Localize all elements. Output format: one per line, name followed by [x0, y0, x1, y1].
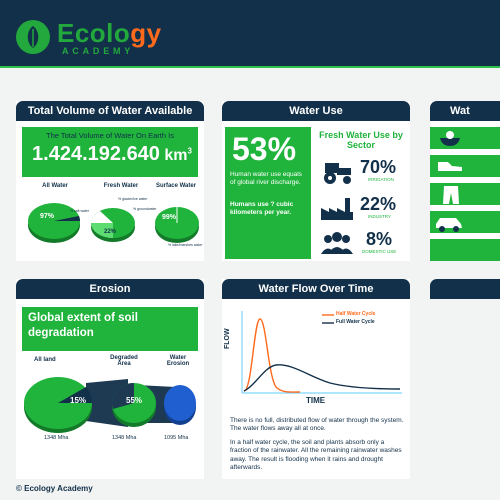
shoe-icon — [436, 159, 464, 178]
flow-xlabel: TIME — [306, 396, 326, 405]
legend-full-label: Full Water Cycle — [336, 319, 375, 325]
pie-note-fresh-water: % glacier/ice water — [118, 197, 148, 201]
water-flow-header: Water Flow Over Time — [222, 279, 410, 299]
legend-half-label: Half Water Cycle — [336, 311, 376, 317]
volume-number: 1.424.192.640 — [32, 143, 160, 165]
erosion-card: Erosion Global extent of soil degradatio… — [16, 279, 204, 479]
sector-irrigation-value: 70% — [360, 157, 397, 177]
erosion-header: Erosion — [16, 279, 204, 299]
total-volume-value: 1.424.192.640 km3 — [26, 143, 198, 166]
right-row-2 — [430, 155, 500, 177]
right-bottom-card-header — [430, 279, 500, 299]
water-use-stat-panel — [225, 127, 311, 259]
brand-title-accent: gy — [130, 18, 162, 48]
water-use-desc: Human water use equals of global river d… — [230, 171, 302, 187]
water-use-card: Water Use 53% Human water use equals of … — [222, 101, 410, 261]
total-volume-banner — [22, 127, 198, 177]
erosion-value-degraded: 1348 Mha — [112, 435, 137, 441]
erosion-value-all-land: 1348 Mha — [44, 435, 69, 441]
pie-all-water — [28, 203, 81, 243]
pie-note-groundwater: % groundwater — [133, 207, 157, 211]
right-partial-card-bottom — [430, 279, 500, 479]
erosion-pie-degraded — [111, 383, 156, 427]
pie-note-all-water: % salt water — [70, 209, 90, 213]
sector-domestic-value: 8% — [366, 229, 393, 249]
erosion-percent-2: 55% — [126, 396, 143, 405]
volume-unit: km — [164, 147, 188, 164]
pie-fresh-water — [91, 208, 135, 242]
people-icon — [319, 230, 355, 261]
volume-unit-sup: 3 — [187, 146, 192, 156]
erosion-label-all-land: All land — [34, 357, 56, 363]
erosion-banner-block — [22, 307, 198, 351]
brand-title-main: Ecolo — [57, 18, 131, 48]
factory-icon — [319, 196, 355, 227]
pie-percent-surface-water: 99% — [162, 214, 177, 221]
water-use-question: Humans use ? cubic kilometers per year. — [230, 201, 294, 217]
pie-note-surface-water: % lake/marshes water — [168, 243, 203, 247]
pie-percent-fresh-water: 22% — [104, 229, 117, 235]
erosion-pie-water — [164, 385, 196, 425]
water-use-header: Water Use — [222, 101, 410, 121]
water-use-big-percent: 53% — [232, 131, 297, 167]
pie-surface-water — [155, 207, 199, 243]
flow-chart — [241, 311, 402, 394]
pie-percent-all-water: 97% — [40, 213, 55, 220]
erosion-pies — [24, 377, 196, 433]
sector-domestic-label: DOMESTIC USE — [362, 249, 397, 254]
sector-irrigation-label: IRRIGATION — [368, 177, 394, 182]
pie-label-fresh-water: Fresh Water — [103, 183, 139, 189]
total-volume-subtitle: The Total Volume of Water On Earth Is — [46, 131, 174, 140]
site-header: Ecology ACADEMY — [0, 0, 500, 68]
sector-industry-value: 22% — [360, 194, 397, 214]
footer-credit: © Ecology Academy — [16, 484, 93, 493]
erosion-pie-all-land — [24, 377, 93, 433]
erosion-value-water: 1095 Mha — [164, 435, 189, 441]
erosion-banner-text: Global extent of soil degradation — [28, 312, 138, 339]
pie-label-all-water: All Water — [42, 183, 68, 189]
right-row-5 — [430, 239, 500, 261]
leaf-logo-icon — [16, 20, 50, 54]
pie-label-surface-water: Surface Water — [155, 183, 197, 189]
car-icon — [434, 214, 464, 237]
right-partial-card: Wat — [430, 101, 500, 261]
erosion-label-degraded: Degraded Area — [110, 355, 138, 367]
rice-bowl-icon — [438, 129, 462, 152]
jeans-icon — [442, 185, 460, 210]
pie-charts-group — [28, 203, 199, 243]
flow-ylabel: FLOW — [224, 328, 231, 349]
total-volume-header: Total Volume of Water Available — [16, 101, 204, 121]
tractor-icon — [319, 159, 355, 190]
brand-title: Ecology — [57, 18, 162, 49]
sector-industry-label: INDUSTRY — [368, 214, 391, 219]
flow-paragraph-1: There is no full, distributed flow of wa… — [230, 417, 404, 433]
brand-subtitle: ACADEMY — [62, 46, 135, 56]
full-cycle-line — [243, 364, 401, 392]
water-flow-card: Water Flow Over Time Half Water Cycle Fu… — [222, 279, 410, 479]
half-cycle-line — [243, 318, 301, 393]
flow-paragraph-2: In a half water cycle, the soil and plan… — [230, 439, 402, 472]
right-row-3 — [430, 183, 500, 205]
right-card-header: Wat — [430, 101, 500, 121]
erosion-percent-1: 15% — [70, 396, 87, 405]
erosion-label-water: Water Erosion — [166, 355, 190, 367]
total-volume-card: Total Volume of Water Available The Tota… — [16, 101, 204, 261]
sector-title: Fresh Water Use by Sector — [319, 130, 403, 151]
